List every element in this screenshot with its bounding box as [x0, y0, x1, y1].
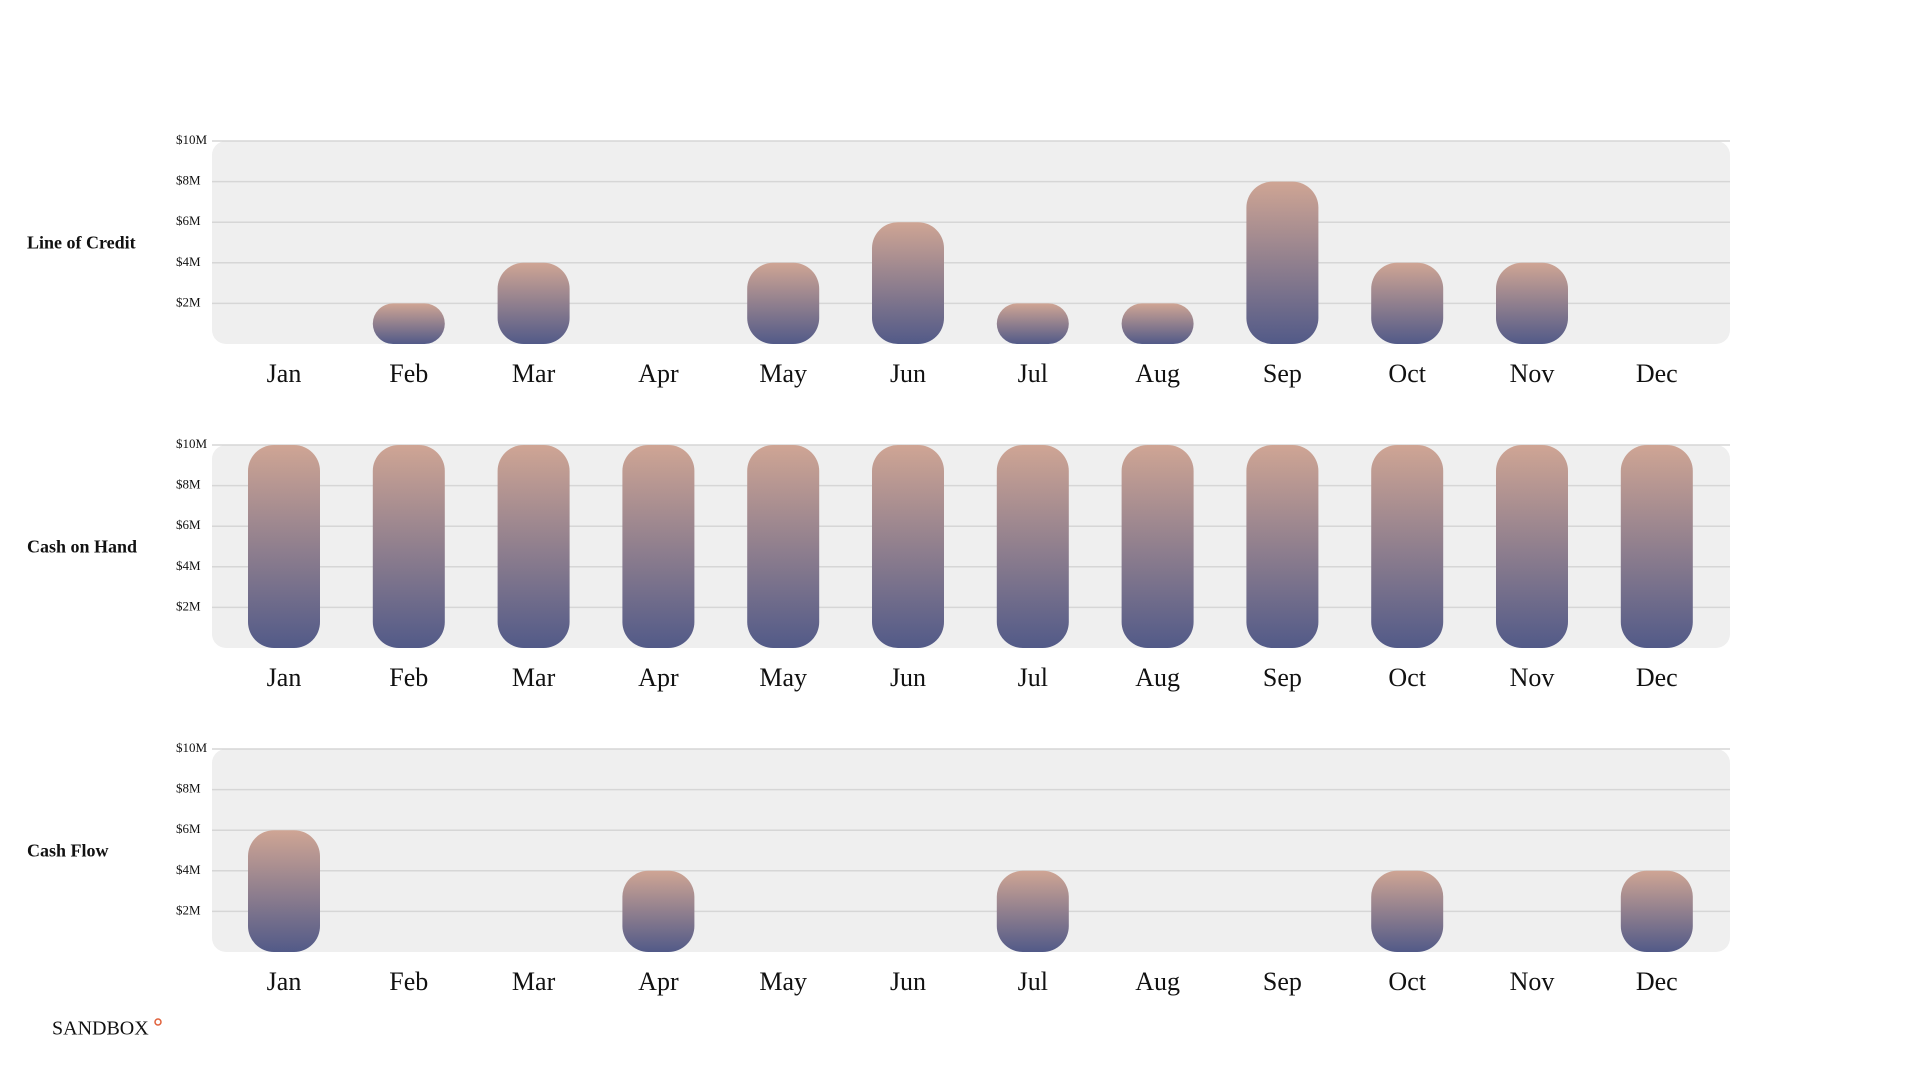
y-tick-label: $2M — [176, 598, 201, 613]
x-tick-label: Mar — [512, 663, 556, 692]
y-tick-label: $8M — [176, 173, 201, 188]
bar — [1496, 445, 1568, 648]
x-tick-label: Jun — [890, 359, 926, 388]
bar — [497, 445, 570, 648]
bar — [1121, 445, 1194, 648]
x-tick-label: Mar — [512, 359, 556, 388]
x-tick-label: Jul — [1018, 359, 1048, 388]
bar — [872, 445, 944, 648]
y-tick-label: $4M — [176, 862, 201, 877]
x-tick-label: Feb — [389, 967, 428, 996]
brand: SANDBOX — [52, 1018, 149, 1040]
x-tick-label: Nov — [1510, 663, 1555, 692]
y-tick-label: $6M — [176, 821, 201, 836]
y-tick-label: $2M — [176, 902, 201, 917]
bar — [996, 303, 1069, 344]
bar — [1121, 303, 1194, 344]
x-tick-label: Aug — [1135, 967, 1180, 996]
bar — [747, 262, 820, 344]
x-tick-label: Apr — [638, 359, 679, 388]
chart-title: Cash on Hand — [27, 537, 137, 557]
x-tick-label: Sep — [1263, 967, 1302, 996]
bar — [248, 830, 320, 952]
bar — [622, 445, 695, 648]
brand-logo — [154, 1018, 162, 1026]
plot-background — [212, 749, 1730, 952]
x-tick-label: Aug — [1135, 359, 1180, 388]
bar — [996, 870, 1069, 952]
y-tick-label: $8M — [176, 781, 201, 796]
x-tick-label: Sep — [1263, 663, 1302, 692]
x-tick-label: Nov — [1510, 967, 1555, 996]
x-tick-label: Jul — [1018, 967, 1048, 996]
bar — [1620, 870, 1693, 952]
x-tick-label: Apr — [638, 967, 679, 996]
x-tick-label: Aug — [1135, 663, 1180, 692]
plot-background — [212, 445, 1730, 648]
bar — [497, 262, 570, 344]
chart-title: Cash Flow — [27, 841, 109, 861]
bar — [248, 445, 320, 648]
bar — [1246, 181, 1319, 344]
x-tick-label: Nov — [1510, 359, 1555, 388]
x-tick-label: Oct — [1388, 967, 1426, 996]
bar — [996, 445, 1069, 648]
x-tick-label: Jul — [1018, 663, 1048, 692]
bar — [622, 870, 695, 952]
x-tick-label: Apr — [638, 663, 679, 692]
x-tick-label: Feb — [389, 359, 428, 388]
x-tick-label: Dec — [1636, 359, 1678, 388]
x-tick-label: May — [759, 359, 807, 388]
x-tick-label: Jan — [267, 359, 302, 388]
x-tick-label: May — [759, 663, 807, 692]
bar — [1371, 445, 1444, 648]
y-tick-label: $8M — [176, 477, 201, 492]
bar — [747, 445, 820, 648]
bar — [1620, 445, 1693, 648]
bar — [372, 303, 445, 344]
bar — [1371, 262, 1444, 344]
x-tick-label: May — [759, 967, 807, 996]
y-tick-label: $6M — [176, 213, 201, 228]
y-tick-label: $4M — [176, 254, 201, 269]
y-tick-label: $6M — [176, 517, 201, 532]
x-tick-label: Jun — [890, 663, 926, 692]
bar — [872, 222, 944, 344]
plot-background — [212, 141, 1730, 344]
x-tick-label: Dec — [1636, 663, 1678, 692]
x-tick-label: Jan — [267, 663, 302, 692]
x-tick-label: Feb — [389, 663, 428, 692]
x-tick-label: Mar — [512, 967, 556, 996]
bar — [1246, 445, 1319, 648]
y-tick-label: $10M — [176, 740, 208, 755]
y-tick-label: $2M — [176, 294, 201, 309]
bar — [372, 445, 445, 648]
x-tick-label: Jan — [267, 967, 302, 996]
x-tick-label: Jun — [890, 967, 926, 996]
x-tick-label: Sep — [1263, 359, 1302, 388]
bar — [1371, 870, 1444, 952]
y-tick-label: $10M — [176, 436, 208, 451]
chart-title: Line of Credit — [27, 233, 136, 253]
y-tick-label: $4M — [176, 558, 201, 573]
x-tick-label: Dec — [1636, 967, 1678, 996]
y-tick-label: $10M — [176, 132, 208, 147]
x-tick-label: Oct — [1388, 359, 1426, 388]
bar — [1496, 262, 1568, 344]
x-tick-label: Oct — [1388, 663, 1426, 692]
